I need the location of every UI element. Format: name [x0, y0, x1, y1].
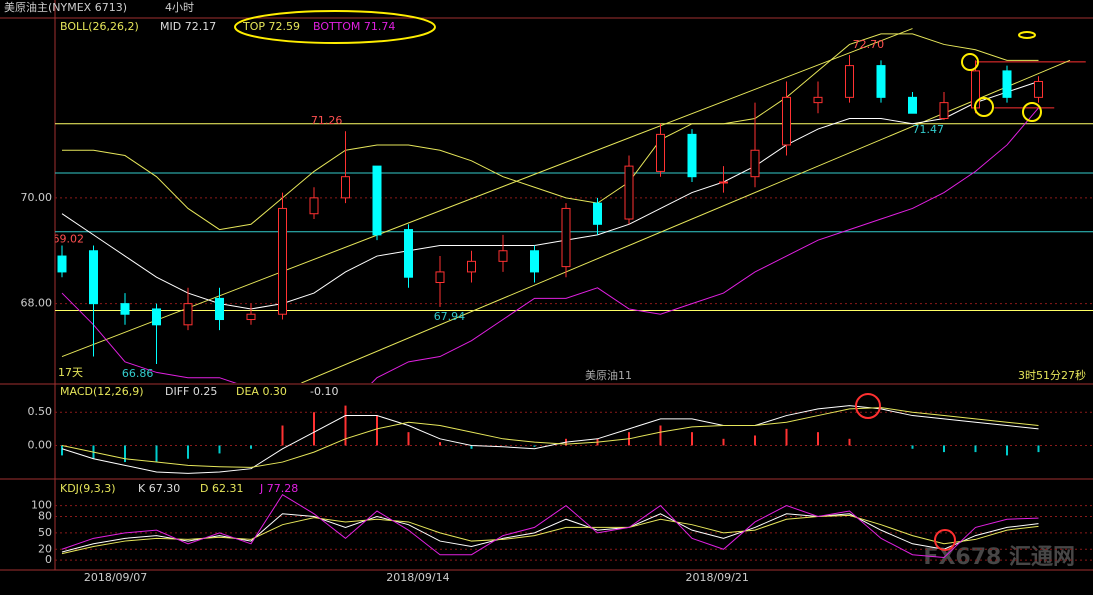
candle-body [782, 96, 791, 146]
highlight-circle [934, 529, 956, 551]
candle-body [939, 102, 949, 120]
y-tick-label: 20 [38, 542, 52, 555]
candle-body [278, 207, 287, 315]
y-tick-label: 80 [38, 509, 52, 522]
indicator-line [61, 493, 1039, 558]
macd-text: -0.10 [310, 385, 338, 398]
candle-body [750, 149, 760, 178]
candle-body [152, 308, 161, 326]
j-text: J 77.28 [259, 482, 298, 495]
panel [61, 405, 1040, 474]
candle-body [183, 303, 193, 326]
candle-body [593, 202, 602, 225]
y-tick-label: 0.50 [28, 405, 53, 418]
indicator-line [61, 513, 1039, 553]
candle-body [719, 181, 728, 184]
candle-body [687, 133, 697, 178]
highlight-ellipse [1018, 31, 1036, 39]
indicator: KDJ(9,3,3) [60, 482, 116, 495]
candle-body [908, 96, 917, 114]
candle-body [656, 133, 665, 172]
candle-body [246, 313, 256, 321]
panel: 69.02 71.26 66.86 67.94 72.70 71.47 [53, 28, 1093, 383]
candle-body [372, 165, 382, 236]
price-annotation: 71.47 [913, 123, 945, 136]
candle-body [57, 255, 67, 273]
candle-body [309, 197, 319, 215]
indicator-line [61, 407, 1039, 468]
mid-text: MID 72.17 [160, 20, 216, 33]
highlight-circle [974, 97, 994, 117]
price-annotation: 69.02 [53, 233, 85, 246]
candle-body [876, 65, 886, 98]
indicator: MACD(12,26,9) [60, 385, 144, 398]
price-annotation: 71.26 [311, 114, 343, 127]
candle-body [435, 271, 445, 283]
price-annotation: 72.70 [853, 38, 885, 51]
symbol[interactable]: 美原油主(NYMEX 6713) [4, 0, 127, 14]
candle-body [341, 176, 350, 199]
y-tick-label: 68.00 [21, 297, 53, 310]
candle-body [624, 165, 634, 220]
x-tick-label: 2018/09/14 [386, 571, 449, 584]
candle-body [845, 65, 854, 98]
k-text: K 67.30 [138, 482, 180, 495]
period[interactable]: 4小时 [165, 1, 194, 14]
price-annotation: 67.94 [434, 310, 466, 323]
candle-body [215, 297, 224, 321]
indicator-line [61, 514, 1039, 555]
highlight-ellipse [234, 10, 436, 44]
panel [61, 493, 1039, 558]
y-tick-label: 100 [31, 499, 52, 512]
y-tick-label: 70.00 [21, 191, 53, 204]
footer-mid: 美原油11 [585, 368, 632, 382]
y-tick-label: 50 [38, 526, 52, 539]
indicator-line [61, 107, 1039, 383]
y-tick-label: 0.00 [28, 438, 53, 451]
highlight-circle [855, 393, 881, 419]
highlight-circle [1022, 102, 1042, 122]
candle-body [813, 96, 823, 104]
indicator-line [62, 33, 1039, 231]
indicator-line [61, 81, 1039, 310]
candle-body [530, 250, 539, 273]
candle-body [561, 207, 571, 268]
candle-body [120, 303, 130, 315]
candle-body [1002, 70, 1012, 98]
bottom-text: BOTTOM 71.74 [313, 20, 395, 33]
indicator-line [61, 405, 1039, 474]
candle-body [467, 260, 476, 273]
top-text: TOP 72.59 [242, 20, 300, 33]
d-text: D 62.31 [200, 482, 243, 495]
candle-body [498, 250, 508, 262]
candle-body [89, 250, 98, 305]
footer-right: 3时51分27秒 [1018, 368, 1086, 382]
x-tick-label: 2018/09/07 [84, 571, 147, 584]
candle-body [1034, 80, 1043, 98]
footer-left: 17天 [58, 366, 83, 379]
x-tick-label: 2018/09/21 [685, 571, 748, 584]
trend-line [61, 28, 913, 358]
dea-text: DEA 0.30 [236, 385, 287, 398]
price-annotation: 66.86 [122, 367, 154, 380]
diff-text: DIFF 0.25 [165, 385, 217, 398]
indicator: BOLL(26,26,2) [60, 20, 139, 33]
candle-body [404, 229, 413, 278]
highlight-circle [961, 53, 979, 71]
y-tick-label: 0 [45, 553, 52, 566]
